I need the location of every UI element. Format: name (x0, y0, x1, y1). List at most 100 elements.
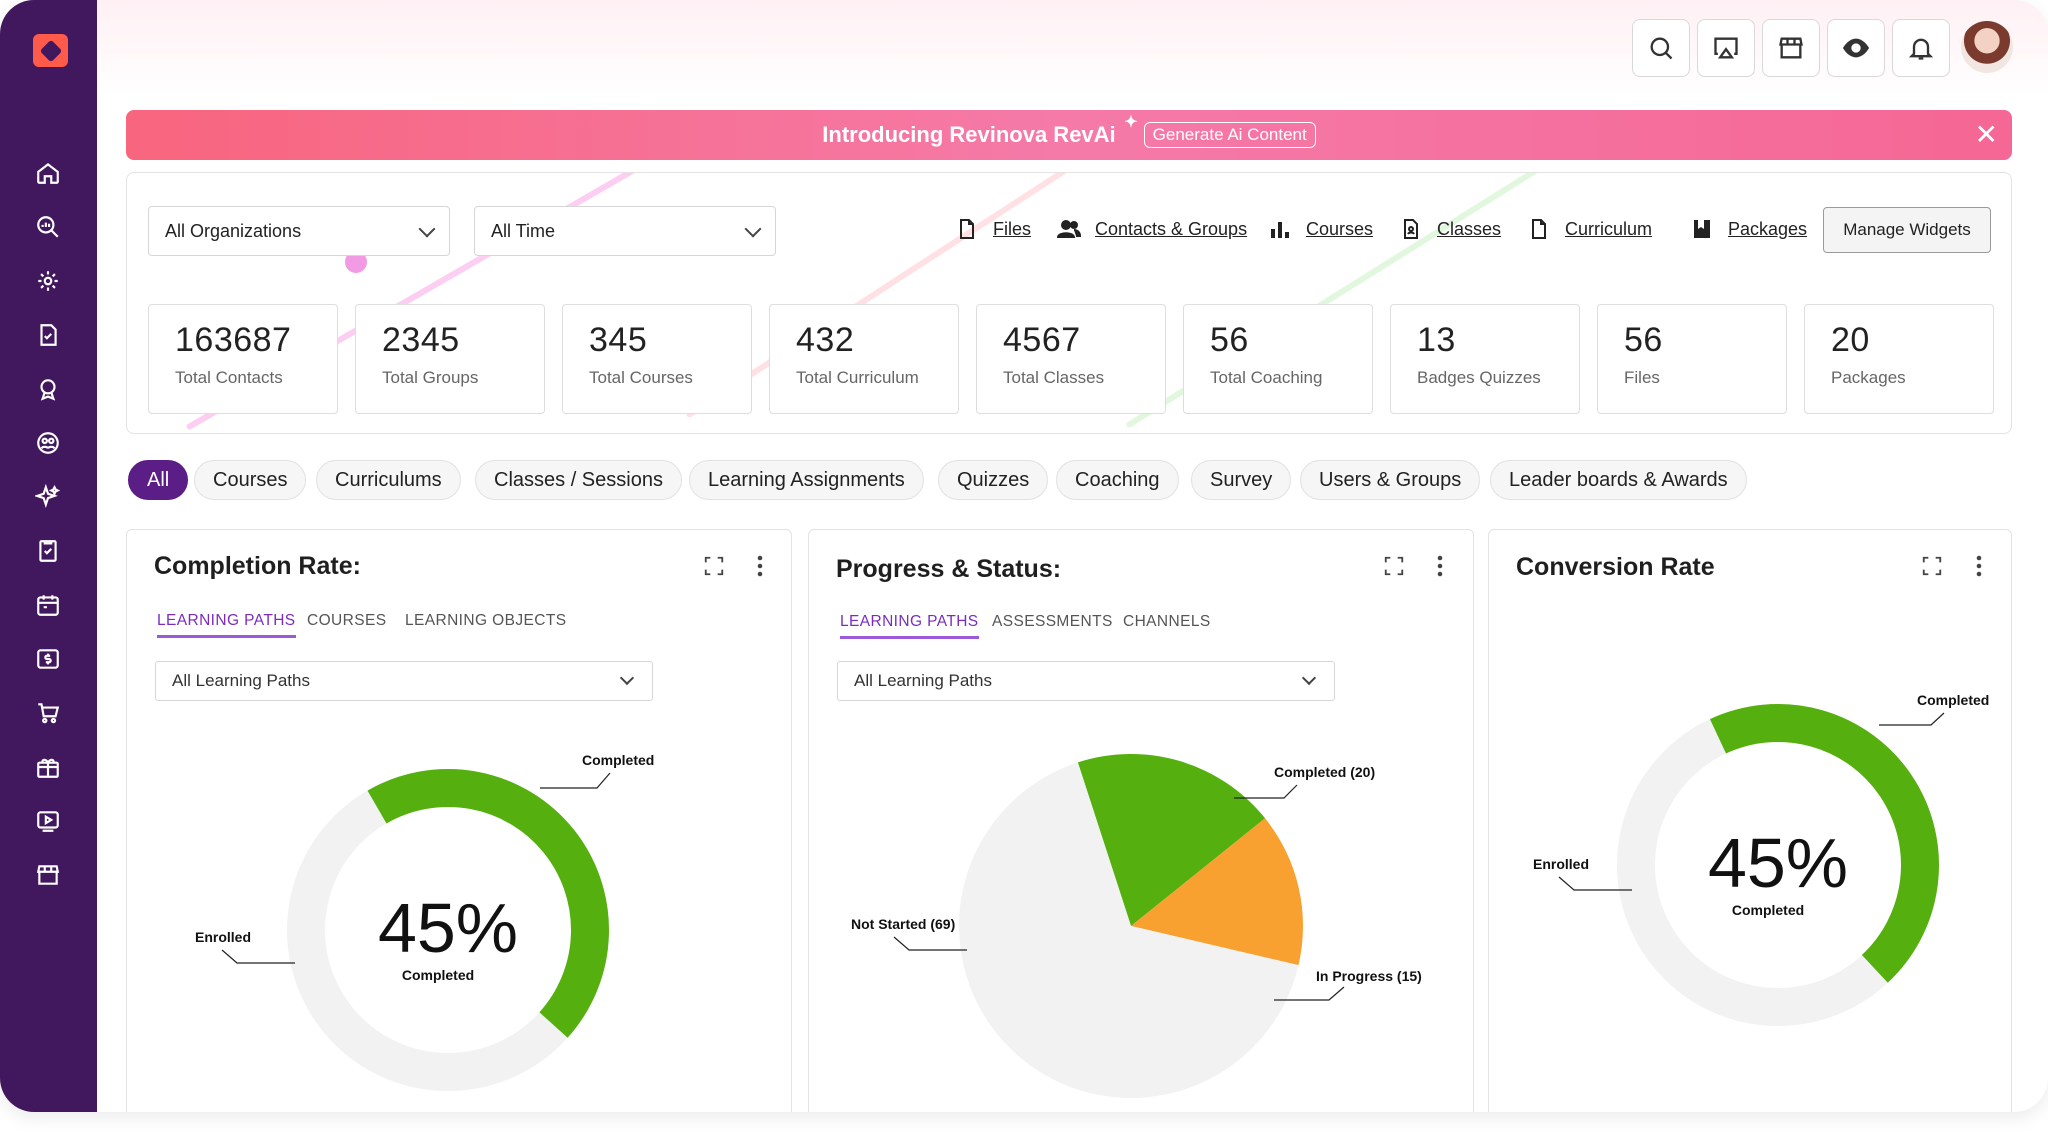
learning-paths-select[interactable]: All Learning Paths (837, 661, 1335, 701)
stat-card-packages[interactable]: 20 Packages (1804, 304, 1994, 414)
more-options-icon[interactable] (757, 555, 763, 577)
tab-learning-paths[interactable]: LEARNING PATHS (157, 612, 296, 638)
filter-chip-curriculums[interactable]: Curriculums (316, 460, 461, 500)
quick-link-courses[interactable]: Courses (1268, 217, 1373, 241)
organization-select[interactable]: All Organizations (148, 206, 450, 256)
leader-line (221, 949, 295, 964)
filter-chip-all[interactable]: All (128, 460, 189, 500)
dollar-invoice-icon[interactable] (33, 644, 63, 674)
learning-paths-select[interactable]: All Learning Paths (155, 661, 653, 701)
screen-share-button[interactable] (1697, 19, 1755, 77)
stat-card-total-classes[interactable]: 4567 Total Classes (976, 304, 1166, 414)
chart-label-completed-20: Completed (20) (1274, 764, 1375, 780)
stat-value: 2345 (382, 321, 460, 359)
expand-icon[interactable] (1921, 555, 1943, 577)
quick-link-files[interactable]: Files (955, 217, 1031, 241)
bell-icon (1908, 38, 1934, 60)
badge-award-icon[interactable] (33, 374, 63, 404)
progress-pie-chart: Completed (20) In Progress (15) Not Starte… (851, 754, 1422, 1098)
cart-icon[interactable] (33, 698, 63, 728)
notifications-button[interactable] (1892, 19, 1950, 77)
stat-card-total-curriculum[interactable]: 432 Total Curriculum (769, 304, 959, 414)
filter-chip-coaching[interactable]: Coaching (1056, 460, 1179, 500)
widget-title: Completion Rate: (154, 552, 361, 580)
manage-widgets-button[interactable]: Manage Widgets (1823, 207, 1991, 253)
preview-button[interactable] (1827, 19, 1885, 77)
more-options-icon[interactable] (1976, 555, 1982, 577)
checklist-icon[interactable] (33, 536, 63, 566)
stat-card-total-groups[interactable]: 2345 Total Groups (355, 304, 545, 414)
assignment-check-icon[interactable] (33, 320, 63, 350)
stat-card-total-coaching[interactable]: 56 Total Coaching (1183, 304, 1373, 414)
gift-box-icon[interactable] (33, 752, 63, 782)
chart-label-completed: Completed (1917, 692, 1989, 708)
revai-banner: Introducing Revinova RevAi ✦ Generate Ai … (126, 110, 2012, 160)
close-icon[interactable]: ✕ (1974, 119, 1998, 150)
stat-value: 163687 (175, 321, 292, 359)
stat-value: 56 (1210, 321, 1249, 359)
stat-card-badges-quizzes[interactable]: 13 Badges Quizzes (1390, 304, 1580, 414)
tab-courses[interactable]: COURSES (307, 612, 387, 629)
home-icon[interactable] (33, 158, 63, 188)
generate-ai-content-button[interactable]: Generate Ai Content (1143, 122, 1316, 148)
time-range-select[interactable]: All Time (474, 206, 776, 256)
class-doc-icon (1404, 219, 1418, 239)
stat-value: 345 (589, 321, 648, 359)
stat-value: 20 (1831, 321, 1870, 359)
store-icon[interactable] (33, 860, 63, 890)
more-options-icon[interactable] (1437, 555, 1443, 577)
completion-rate-widget: Completion Rate: LEARNING PATHS COURSES … (126, 529, 792, 1112)
stat-card-files[interactable]: 56 Files (1597, 304, 1787, 414)
expand-icon[interactable] (703, 555, 725, 577)
stat-label: Total Groups (382, 368, 479, 387)
filter-chip-courses[interactable]: Courses (194, 460, 307, 500)
package-icon (1694, 220, 1710, 238)
filter-chip-survey[interactable]: Survey (1191, 460, 1292, 500)
sparkle-icon: ✦ (1124, 114, 1138, 131)
filter-chip-leaderboards-awards[interactable]: Leader boards & Awards (1490, 460, 1747, 500)
ai-sparkle-icon[interactable] (33, 482, 63, 512)
donut-segment-completed (1709, 704, 1939, 983)
overview-card: All Organizations All Time Files Contact… (126, 172, 2012, 434)
chart-label-in-progress-15: In Progress (15) (1316, 968, 1422, 984)
chart-label-completed: Completed (582, 752, 654, 768)
search-button[interactable] (1632, 19, 1690, 77)
tab-learning-objects[interactable]: LEARNING OBJECTS (405, 612, 567, 629)
donut-segment-completed (367, 769, 609, 1038)
tab-learning-paths[interactable]: LEARNING PATHS (840, 613, 979, 639)
tab-assessments[interactable]: ASSESSMENTS (992, 613, 1113, 630)
filter-chip-learning-assignments[interactable]: Learning Assignments (689, 460, 924, 500)
user-avatar[interactable] (1961, 21, 2013, 73)
quick-link-curriculum[interactable]: Curriculum (1527, 217, 1652, 241)
video-player-icon[interactable] (33, 806, 63, 836)
widget-title: Conversion Rate (1516, 553, 1715, 581)
stat-value: 432 (796, 321, 855, 359)
leader-line (1558, 876, 1632, 891)
chart-label-not-started-69: Not Started (69) (851, 916, 955, 932)
stat-card-total-contacts[interactable]: 163687 Total Contacts (148, 304, 338, 414)
content-settings-icon[interactable] (33, 266, 63, 296)
file-icon (960, 219, 974, 239)
contacts-icon (1057, 220, 1081, 238)
filter-chip-quizzes[interactable]: Quizzes (938, 460, 1049, 500)
search-icon (1650, 37, 1673, 60)
tab-channels[interactable]: CHANNELS (1123, 613, 1211, 630)
app-logo[interactable] (33, 34, 68, 67)
stat-value: 56 (1624, 321, 1663, 359)
users-circle-icon[interactable] (33, 428, 63, 458)
calendar-icon[interactable] (33, 590, 63, 620)
filter-chip-users-groups[interactable]: Users & Groups (1300, 460, 1481, 500)
expand-icon[interactable] (1383, 555, 1405, 577)
stat-card-total-courses[interactable]: 345 Total Courses (562, 304, 752, 414)
quick-link-classes[interactable]: Classes (1399, 217, 1501, 241)
analytics-search-icon[interactable] (33, 212, 63, 242)
quick-link-contacts-groups[interactable]: Contacts & Groups (1057, 217, 1247, 241)
chart-label-enrolled: Enrolled (195, 929, 251, 945)
quick-link-packages[interactable]: Packages (1690, 217, 1807, 241)
storefront-button[interactable] (1762, 19, 1820, 77)
filter-chip-classes-sessions[interactable]: Classes / Sessions (475, 460, 682, 500)
conversion-rate-widget: Conversion Rate Completed Enrolled 45% Comp… (1488, 529, 2012, 1112)
stat-label: Total Curriculum (796, 368, 919, 387)
